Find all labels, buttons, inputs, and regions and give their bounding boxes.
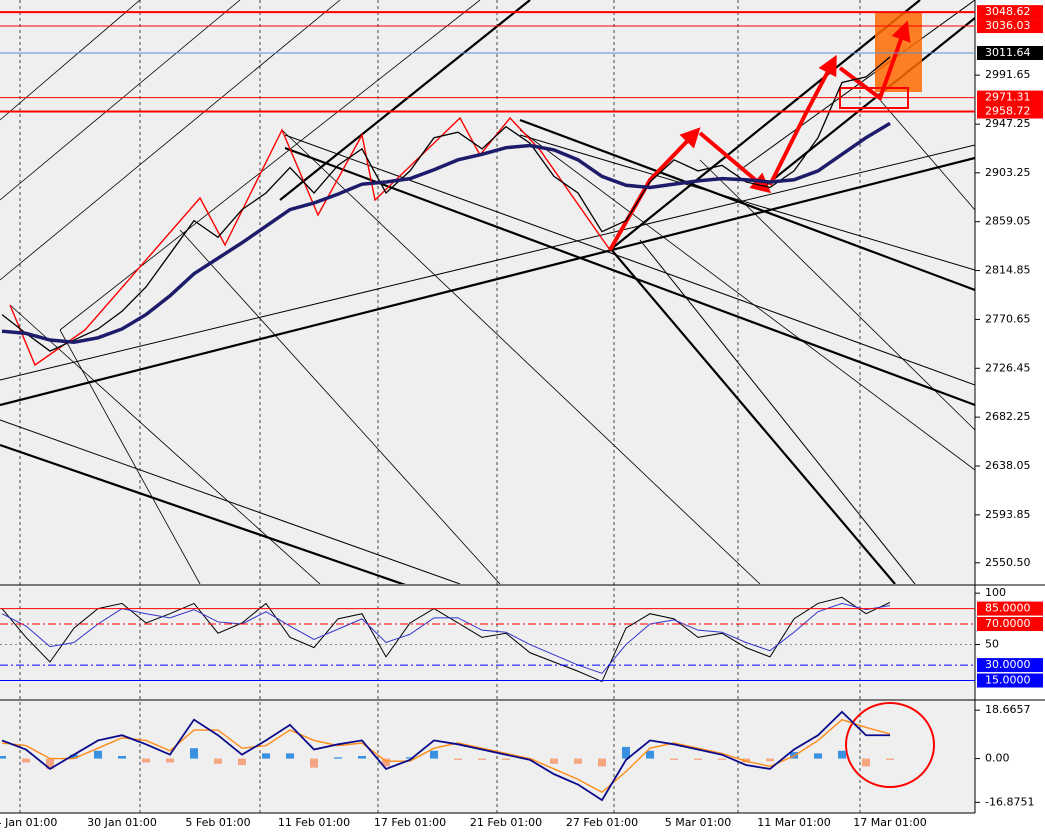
histogram-bar <box>70 754 78 759</box>
level-label: 3036.03 <box>985 19 1031 32</box>
histogram-bar <box>214 758 222 764</box>
histogram-bar <box>94 750 102 759</box>
histogram-bar <box>142 758 150 763</box>
annotations <box>9 12 922 367</box>
histogram-bar <box>766 758 774 762</box>
histogram-bar <box>718 758 726 760</box>
series-line <box>1 718 891 794</box>
series-line <box>1 602 891 674</box>
level-label-box <box>977 19 1043 34</box>
level-label-box <box>977 658 1043 673</box>
histogram-bar <box>46 758 54 769</box>
level-label: 30.0000 <box>985 658 1031 671</box>
y-tick-label: 2947.25 <box>985 117 1031 130</box>
histogram-bar <box>358 755 366 759</box>
y-tick-label: 100 <box>985 586 1006 599</box>
histogram-bar <box>238 758 246 766</box>
histogram-bar <box>886 758 894 760</box>
highlight-circle <box>845 702 935 788</box>
histogram-bar <box>694 758 702 760</box>
x-tick-label: 4 Jan 01:00 <box>0 816 57 829</box>
y-tick-label: 50 <box>985 638 999 651</box>
level-label-box <box>977 601 1043 616</box>
x-tick-label: 11 Feb 01:00 <box>278 816 350 829</box>
histogram-bar <box>310 758 318 768</box>
x-tick-label: 5 Mar 01:00 <box>665 816 731 829</box>
arrow <box>608 127 701 251</box>
x-tick-label: 11 Mar 01:00 <box>757 816 830 829</box>
x-tick-label: 5 Feb 01:00 <box>185 816 250 829</box>
histogram-bar <box>862 758 870 767</box>
y-tick-label: 2726.45 <box>985 361 1031 374</box>
histogram-bar <box>334 757 342 759</box>
plot-background <box>0 0 975 813</box>
y-tick-label: 2859.05 <box>985 215 1031 228</box>
histogram-bar <box>478 758 486 760</box>
histogram-bar <box>22 758 30 763</box>
histogram-bar <box>622 746 630 759</box>
level-label: 85.0000 <box>985 602 1031 615</box>
histogram-bar <box>454 758 462 760</box>
level-label-box <box>977 673 1043 688</box>
histogram-bar <box>166 758 174 763</box>
level-label: 3011.64 <box>985 46 1031 59</box>
level-label-box <box>977 46 1043 61</box>
y-tick-label: 2814.85 <box>985 264 1031 277</box>
y-tick-label: 2550.50 <box>985 556 1031 569</box>
histogram-bar <box>646 750 654 759</box>
histogram-bar <box>550 758 558 764</box>
level-label-box <box>977 104 1043 119</box>
histogram-bar <box>574 758 582 764</box>
x-tick-label: 17 Mar 01:00 <box>853 816 926 829</box>
series-line <box>1 596 891 683</box>
y-tick-label: 0.00 <box>985 752 1010 765</box>
y-tick-label: -16.8751 <box>985 795 1034 808</box>
level-label-box <box>977 90 1043 105</box>
x-tick-label: 21 Feb 01:00 <box>470 816 542 829</box>
y-tick-label: 18.6657 <box>985 703 1031 716</box>
series-line <box>1 710 890 802</box>
histogram-bar <box>286 753 294 759</box>
level-label: 15.0000 <box>985 674 1031 687</box>
y-tick-label: 2770.65 <box>985 312 1031 325</box>
histogram-bar <box>118 755 126 759</box>
y-tick-label: 2638.05 <box>985 459 1031 472</box>
zigzag <box>9 116 611 367</box>
y-tick-label: 2682.25 <box>985 410 1031 423</box>
level-label-box <box>977 5 1043 20</box>
y-tick-label: 2593.85 <box>985 508 1031 521</box>
histogram-bar <box>670 758 678 760</box>
y-tick-label: 2991.65 <box>985 68 1031 81</box>
frame <box>0 0 1045 814</box>
histogram-bar <box>0 755 6 759</box>
level-label: 70.0000 <box>985 617 1031 630</box>
histogram-bar <box>262 753 270 759</box>
x-tick-label: 27 Feb 01:00 <box>566 816 638 829</box>
x-tick-label: 17 Feb 01:00 <box>374 816 446 829</box>
arrow <box>768 54 837 186</box>
histogram-bar <box>838 750 846 759</box>
histogram-bar <box>598 758 606 767</box>
histogram-bar <box>382 758 390 767</box>
level-label: 2958.72 <box>985 105 1031 118</box>
histogram-bar <box>406 757 414 759</box>
histogram-bar <box>190 748 198 759</box>
histogram-bar <box>502 758 510 760</box>
histogram-bar <box>430 750 438 759</box>
y-tick-label: 2903.25 <box>985 166 1031 179</box>
trend-lines <box>0 0 975 584</box>
level-label: 3048.62 <box>985 5 1031 18</box>
x-tick-label: 30 Jan 01:00 <box>87 816 157 829</box>
level-label-box <box>977 616 1043 631</box>
histogram-bar <box>814 753 822 759</box>
series-line <box>1 121 891 345</box>
level-label: 2971.31 <box>985 91 1031 104</box>
